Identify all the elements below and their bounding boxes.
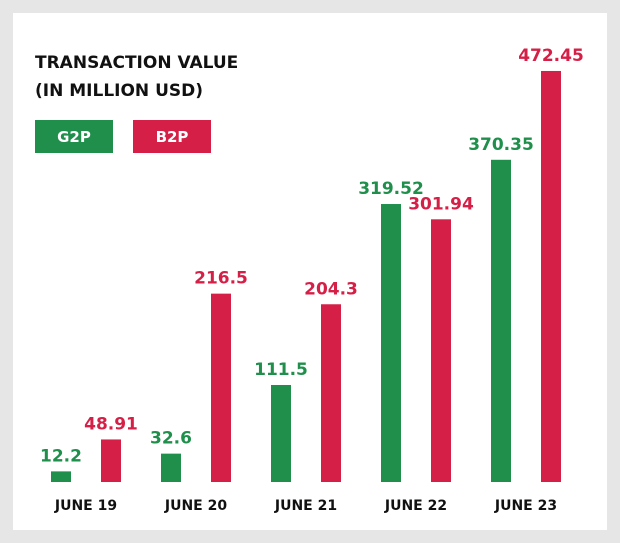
value-label: 111.5 (254, 360, 308, 380)
value-label: 12.2 (40, 446, 82, 466)
x-tick-label: JUNE 20 (164, 498, 227, 514)
value-label: 370.35 (468, 135, 534, 155)
bar (381, 204, 401, 483)
value-label: 472.45 (518, 46, 584, 66)
chart-title: (IN MILLION USD) (35, 81, 203, 101)
value-label: 204.3 (304, 279, 358, 299)
x-tick-label: JUNE 19 (54, 498, 117, 514)
chart-title: TRANSACTION VALUE (35, 53, 238, 73)
bar (541, 70, 561, 482)
bar (101, 439, 121, 482)
bar (211, 293, 231, 482)
legend-label: G2P (57, 128, 91, 146)
bar (271, 384, 291, 482)
x-tick-label: JUNE 21 (274, 498, 337, 514)
value-label: 48.91 (84, 414, 138, 434)
bar (321, 304, 341, 482)
x-tick-label: JUNE 23 (494, 498, 557, 514)
bar (491, 159, 511, 482)
bar (431, 219, 451, 482)
value-label: 319.52 (358, 179, 424, 199)
legend-swatch (35, 120, 113, 153)
value-label: 301.94 (408, 194, 474, 214)
bar (51, 471, 71, 482)
x-tick-label: JUNE 22 (384, 498, 447, 514)
legend-label: B2P (156, 128, 189, 146)
value-label: 216.5 (194, 269, 248, 289)
bar (161, 453, 181, 482)
value-label: 32.6 (150, 429, 192, 449)
legend-swatch (133, 120, 211, 153)
